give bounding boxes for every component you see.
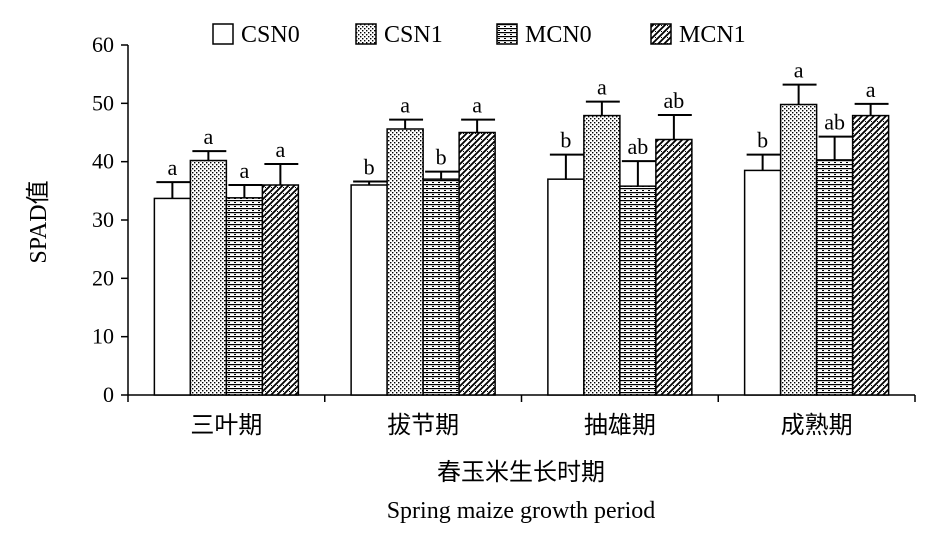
bar <box>743 169 782 396</box>
y-tick-label: 0 <box>103 382 114 407</box>
significance-label: b <box>436 145 447 170</box>
x-axis-title-chinese: 春玉米生长时期 <box>437 459 605 486</box>
bar <box>458 131 496 396</box>
y-tick-label: 20 <box>92 265 114 290</box>
legend-entry: MCN1 <box>679 22 746 48</box>
y-tick-label: 40 <box>92 149 114 174</box>
x-tick-label: 三叶期 <box>190 413 262 439</box>
legend-swatch <box>212 23 234 45</box>
significance-label: a <box>472 93 482 118</box>
legend-swatch <box>650 23 672 45</box>
x-axis-title-english: Spring maize growth period <box>387 498 656 524</box>
bar <box>779 103 818 396</box>
y-tick-label: 50 <box>92 90 114 115</box>
significance-label: a <box>203 124 213 149</box>
significance-label: b <box>560 128 571 153</box>
bar <box>422 178 460 396</box>
legend: CSN0 CSN1 MCN0 MCN1 <box>212 22 746 48</box>
significance-label: ab <box>663 88 684 113</box>
plot-area: 0102030405060aaaa三叶期baba拔节期baabab抽雄期baab… <box>92 32 916 439</box>
bar <box>153 197 192 396</box>
legend-swatch <box>355 23 377 45</box>
bar <box>547 178 585 396</box>
bar <box>851 114 890 396</box>
x-tick-label: 成熟期 <box>781 412 853 439</box>
significance-label: a <box>400 93 410 118</box>
significance-label: a <box>794 58 804 83</box>
bar <box>583 114 621 396</box>
x-tick-label: 抽雄期 <box>584 412 656 439</box>
significance-label: a <box>866 77 876 102</box>
significance-label: a <box>167 155 177 180</box>
y-tick-label: 10 <box>92 324 114 349</box>
significance-label: a <box>597 75 607 100</box>
x-tick-label: 拔节期 <box>387 412 459 439</box>
bar <box>619 185 657 396</box>
significance-label: b <box>364 155 375 180</box>
bar <box>225 197 264 396</box>
legend-entry: CSN0 <box>241 22 300 48</box>
legend-entry: CSN1 <box>384 22 443 48</box>
legend-swatch <box>496 23 518 45</box>
bar <box>655 138 693 396</box>
significance-label: a <box>239 158 249 183</box>
y-tick-label: 30 <box>92 207 114 232</box>
significance-label: b <box>757 128 768 153</box>
bar <box>261 184 300 396</box>
bar <box>189 159 228 396</box>
significance-label: ab <box>824 110 845 135</box>
significance-label: ab <box>627 134 648 159</box>
y-axis-title: SPAD值 <box>25 180 52 263</box>
significance-label: a <box>275 137 285 162</box>
legend-entry: MCN0 <box>525 22 592 48</box>
bar <box>815 159 854 396</box>
bar <box>350 184 388 396</box>
bar <box>386 128 424 396</box>
y-tick-label: 60 <box>92 32 114 57</box>
